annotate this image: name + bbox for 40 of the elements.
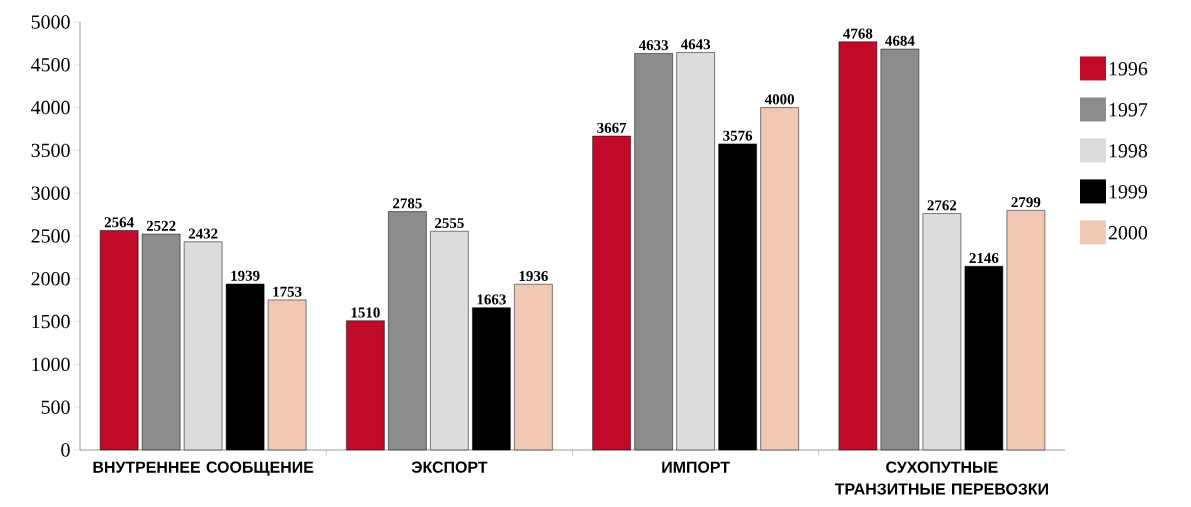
data-label: 4643 — [680, 39, 711, 50]
legend-label: 1998 — [1109, 144, 1148, 158]
legend-label: 1999 — [1109, 185, 1147, 199]
data-label: 4768 — [843, 28, 873, 39]
y-tick-label: 2000 — [31, 272, 70, 286]
data-label: 2564 — [104, 217, 134, 228]
data-label: 2146 — [969, 253, 999, 264]
legend-label: 1997 — [1109, 103, 1148, 117]
data-label: 2522 — [146, 220, 176, 231]
y-tick-label: 4500 — [31, 58, 70, 72]
legend-label: 1996 — [1109, 62, 1148, 76]
data-label: 2432 — [188, 228, 218, 239]
x-tick-label: СУХОПУТНЫЕ ТРАНЗИТНЫЕ ПЕРЕВОЗКИ — [834, 461, 1048, 495]
data-label: 2555 — [435, 218, 464, 229]
y-tick-label: 3000 — [31, 186, 70, 200]
data-label: 1663 — [477, 294, 506, 305]
data-label: 2799 — [1011, 197, 1041, 208]
data-label: 4684 — [885, 35, 915, 46]
y-tick-label: 3500 — [31, 143, 70, 158]
data-label: 1510 — [351, 307, 380, 318]
y-tick-label: 1000 — [32, 357, 70, 372]
data-label: 3667 — [597, 122, 627, 133]
data-label: 2785 — [393, 198, 422, 209]
y-tick-label: 1500 — [32, 314, 70, 329]
legend-label: 2000 — [1108, 226, 1148, 240]
x-tick-label: ИМПОРТ — [662, 461, 730, 473]
y-tick-label: 0 — [61, 443, 70, 457]
data-label: 1936 — [519, 271, 548, 282]
x-tick-label: ЭКСПОРТ — [411, 461, 488, 473]
data-label: 1753 — [273, 286, 302, 297]
y-tick-label: 2500 — [31, 229, 70, 243]
y-tick-label: 4000 — [31, 100, 70, 115]
data-label: 3576 — [723, 130, 753, 141]
x-tick-label: ВНУТРЕННЕЕ СООБЩЕНИЕ — [93, 461, 314, 476]
data-label: 1939 — [231, 270, 260, 281]
data-label: 4633 — [638, 40, 669, 51]
data-label: 2762 — [927, 200, 957, 211]
y-tick-label: 500 — [41, 400, 70, 414]
data-label: 4000 — [764, 94, 795, 105]
y-tick-label: 5000 — [31, 15, 70, 29]
